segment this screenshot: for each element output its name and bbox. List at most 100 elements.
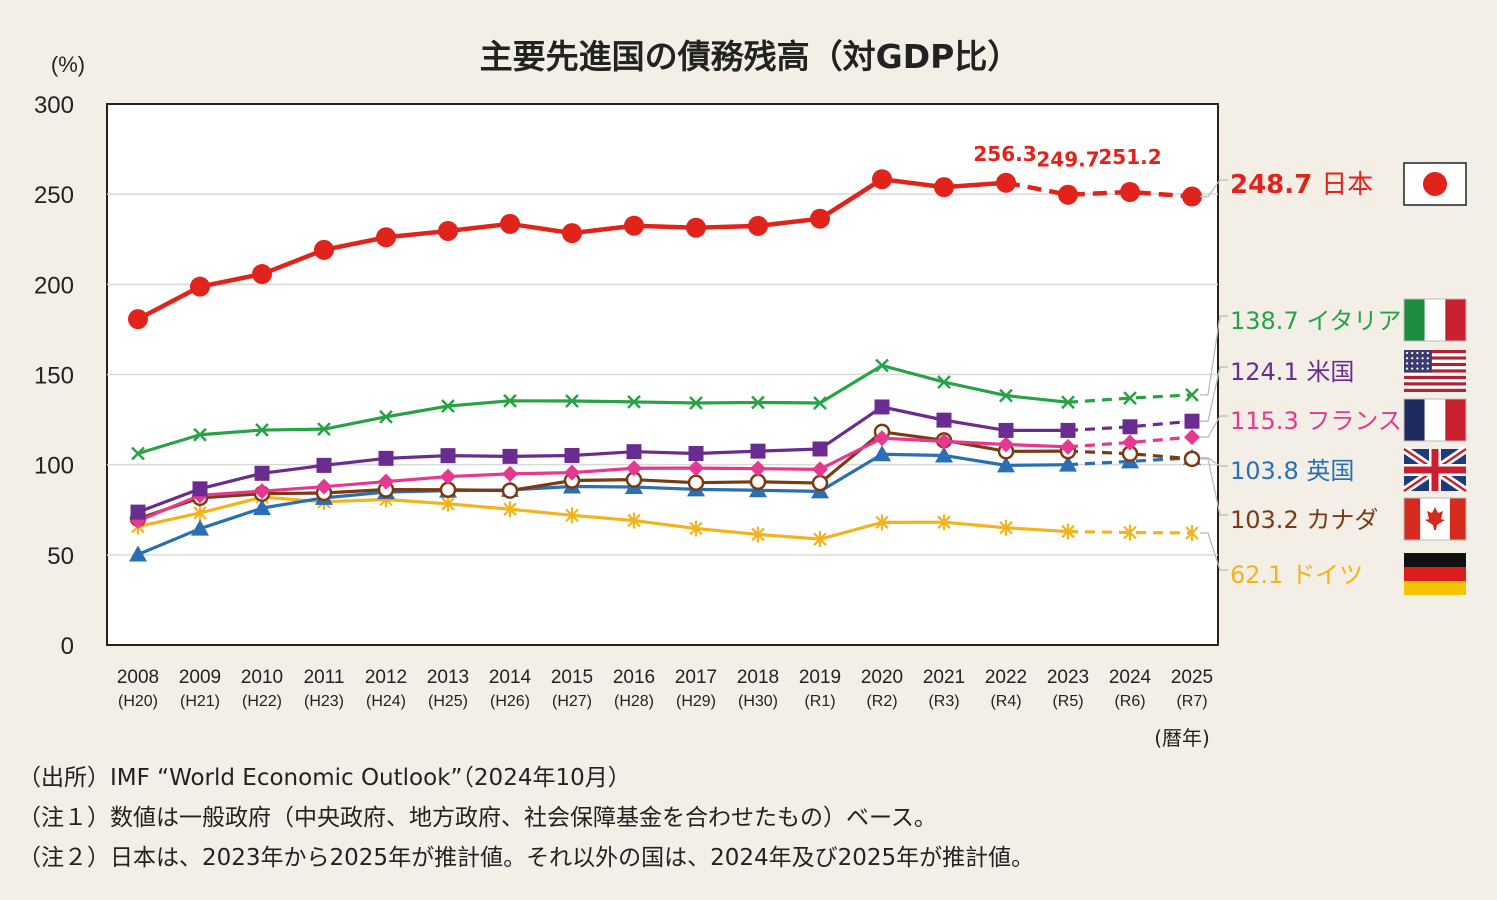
y-tick-label: 250	[34, 182, 74, 209]
data-point	[376, 227, 396, 248]
data-label: 256.3	[973, 142, 1036, 166]
data-point	[502, 465, 518, 482]
data-point	[1122, 419, 1138, 435]
legend-name: フランス	[1306, 407, 1402, 435]
data-point	[378, 450, 394, 466]
x-tick-label: 2013	[427, 667, 469, 688]
data-point	[996, 172, 1016, 193]
x-tick-sublabel: (R6)	[1114, 693, 1145, 710]
data-point	[193, 504, 207, 521]
flag-italy-icon	[1403, 298, 1467, 342]
series-line-estimate	[1067, 456, 1193, 467]
series-line	[137, 405, 1068, 514]
data-point	[935, 446, 953, 463]
legend-france: 115.3 フランス	[1200, 398, 1467, 442]
x-tick-sublabel: (H29)	[676, 693, 716, 710]
data-point	[936, 412, 952, 428]
data-point	[441, 399, 455, 413]
x-tick-label: 2023	[1047, 667, 1089, 688]
x-tick-sublabel: (H22)	[242, 693, 282, 710]
series-line	[137, 495, 1069, 541]
data-point	[999, 388, 1013, 403]
data-point	[503, 393, 517, 408]
x-tick-label: 2010	[241, 667, 283, 688]
legend-name: 英国	[1306, 457, 1354, 485]
y-tick-label: 50	[47, 543, 74, 570]
legend-label: 62.1 ドイツ	[1230, 561, 1363, 589]
x-tick-sublabel: (R7)	[1176, 693, 1207, 710]
x-tick-sublabel: (R3)	[928, 693, 959, 710]
data-point	[687, 474, 705, 491]
legend-name: ドイツ	[1291, 561, 1363, 589]
legend-value: 103.8	[1230, 457, 1306, 485]
data-point	[500, 213, 520, 234]
x-tick-sublabel: (R5)	[1052, 693, 1083, 710]
data-point	[688, 460, 704, 477]
x-tick-sublabel: (R1)	[804, 693, 835, 710]
x-tick-sublabel: (H30)	[738, 693, 778, 710]
series-line-estimate	[1005, 180, 1193, 199]
data-point	[874, 399, 890, 415]
y-tick-label: 200	[34, 272, 74, 299]
data-point	[252, 264, 272, 285]
data-point	[997, 456, 1015, 473]
data-point	[627, 395, 641, 409]
data-point	[998, 436, 1014, 453]
y-tick-label: 0	[61, 633, 74, 660]
x-tick-sublabel: (H24)	[366, 693, 406, 710]
data-point	[937, 375, 951, 389]
flag-japan-icon	[1403, 162, 1467, 206]
legend-label: 103.2 カナダ	[1230, 506, 1378, 534]
series-line-estimate	[1067, 435, 1193, 449]
series-line-estimate	[1067, 449, 1193, 461]
data-point	[748, 215, 768, 236]
data-point	[314, 239, 334, 260]
legend-connector	[1200, 415, 1228, 438]
legend-connector	[1200, 179, 1228, 198]
data-point	[190, 276, 210, 297]
series-line-estimate	[1067, 419, 1193, 433]
data-point	[811, 474, 829, 492]
legend-connector	[1200, 366, 1228, 422]
legend-label: 138.7 イタリア	[1230, 307, 1401, 335]
data-point	[316, 478, 332, 495]
x-tick-label: 2014	[489, 667, 532, 688]
data-point	[503, 501, 517, 518]
data-point	[626, 444, 642, 460]
data-point	[501, 482, 519, 499]
data-point	[439, 481, 457, 498]
flag-us-icon	[1404, 350, 1466, 392]
x-tick-sublabel: (R2)	[866, 693, 897, 710]
x-tick-label: 2015	[551, 667, 593, 688]
data-point	[936, 433, 952, 450]
data-point	[131, 446, 145, 461]
data-point	[128, 309, 148, 330]
data-point	[192, 481, 208, 497]
data-point	[689, 520, 703, 537]
series-line-estimate	[1067, 529, 1193, 535]
data-point	[626, 460, 642, 477]
legend-value: 248.7	[1230, 170, 1321, 200]
x-tick-sublabel: (H25)	[428, 693, 468, 710]
x-tick-label: 2018	[737, 667, 779, 688]
x-tick-label: 2016	[613, 667, 655, 688]
legend-japan: 248.7 日本	[1200, 162, 1467, 206]
flag-france-icon	[1403, 398, 1467, 442]
legend-canada: 103.2 カナダ	[1200, 458, 1467, 541]
legend-connector	[1200, 532, 1228, 571]
flag-canada-icon	[1403, 497, 1467, 541]
data-point	[875, 358, 889, 373]
data-point	[1061, 395, 1075, 410]
data-point	[130, 504, 146, 520]
x-tick-label: 2011	[304, 667, 345, 688]
x-tick-sublabel: (R4)	[990, 693, 1021, 710]
x-tick-label: 2025	[1171, 667, 1213, 688]
legend-value: 103.2	[1230, 506, 1306, 534]
data-point	[378, 473, 394, 490]
data-label: 251.2	[1098, 145, 1161, 169]
legend-germany: 62.1 ドイツ	[1200, 532, 1466, 595]
legend-label: 115.3 フランス	[1230, 407, 1402, 435]
legend-value: 138.7	[1230, 307, 1306, 335]
